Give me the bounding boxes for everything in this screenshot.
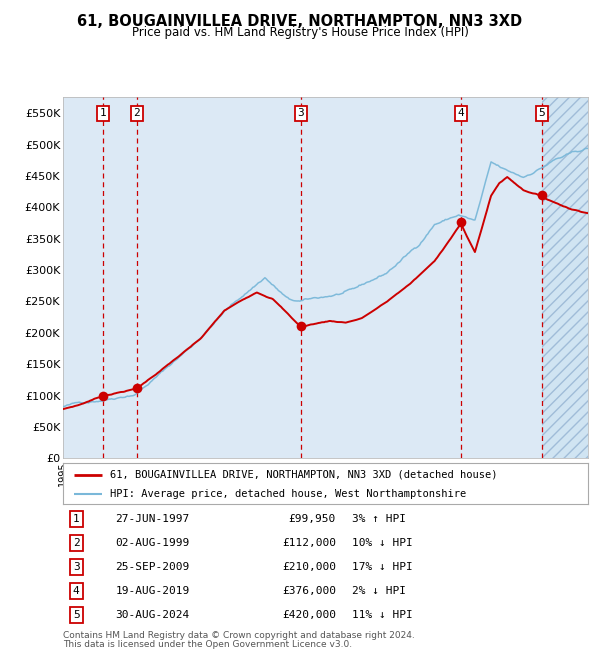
Text: 11% ↓ HPI: 11% ↓ HPI [352,610,413,620]
Text: 1: 1 [73,514,79,524]
Text: 3: 3 [298,109,304,118]
Text: HPI: Average price, detached house, West Northamptonshire: HPI: Average price, detached house, West… [110,489,467,499]
Text: 17% ↓ HPI: 17% ↓ HPI [352,562,413,572]
Text: Price paid vs. HM Land Registry's House Price Index (HPI): Price paid vs. HM Land Registry's House … [131,26,469,39]
Text: 1: 1 [100,109,106,118]
Text: 4: 4 [73,586,79,596]
Text: Contains HM Land Registry data © Crown copyright and database right 2024.: Contains HM Land Registry data © Crown c… [63,630,415,640]
Text: 10% ↓ HPI: 10% ↓ HPI [352,538,413,548]
Text: 3: 3 [73,562,79,572]
Text: 30-AUG-2024: 30-AUG-2024 [115,610,190,620]
Text: 5: 5 [539,109,545,118]
Text: £210,000: £210,000 [282,562,336,572]
Text: 27-JUN-1997: 27-JUN-1997 [115,514,190,524]
Text: 2: 2 [134,109,140,118]
Text: 2: 2 [73,538,79,548]
Text: 4: 4 [457,109,464,118]
Bar [542,98,588,458]
Text: £112,000: £112,000 [282,538,336,548]
Bar [542,98,588,458]
Text: £376,000: £376,000 [282,586,336,596]
Text: 5: 5 [73,610,79,620]
Text: 25-SEP-2009: 25-SEP-2009 [115,562,190,572]
Text: 61, BOUGAINVILLEA DRIVE, NORTHAMPTON, NN3 3XD (detached house): 61, BOUGAINVILLEA DRIVE, NORTHAMPTON, NN… [110,470,498,480]
Text: This data is licensed under the Open Government Licence v3.0.: This data is licensed under the Open Gov… [63,640,352,649]
Text: 3% ↑ HPI: 3% ↑ HPI [352,514,406,524]
Text: 02-AUG-1999: 02-AUG-1999 [115,538,190,548]
Text: 61, BOUGAINVILLEA DRIVE, NORTHAMPTON, NN3 3XD: 61, BOUGAINVILLEA DRIVE, NORTHAMPTON, NN… [77,14,523,29]
Bar [63,98,542,458]
Text: 2% ↓ HPI: 2% ↓ HPI [352,586,406,596]
Text: £420,000: £420,000 [282,610,336,620]
Text: £99,950: £99,950 [289,514,336,524]
Text: 19-AUG-2019: 19-AUG-2019 [115,586,190,596]
